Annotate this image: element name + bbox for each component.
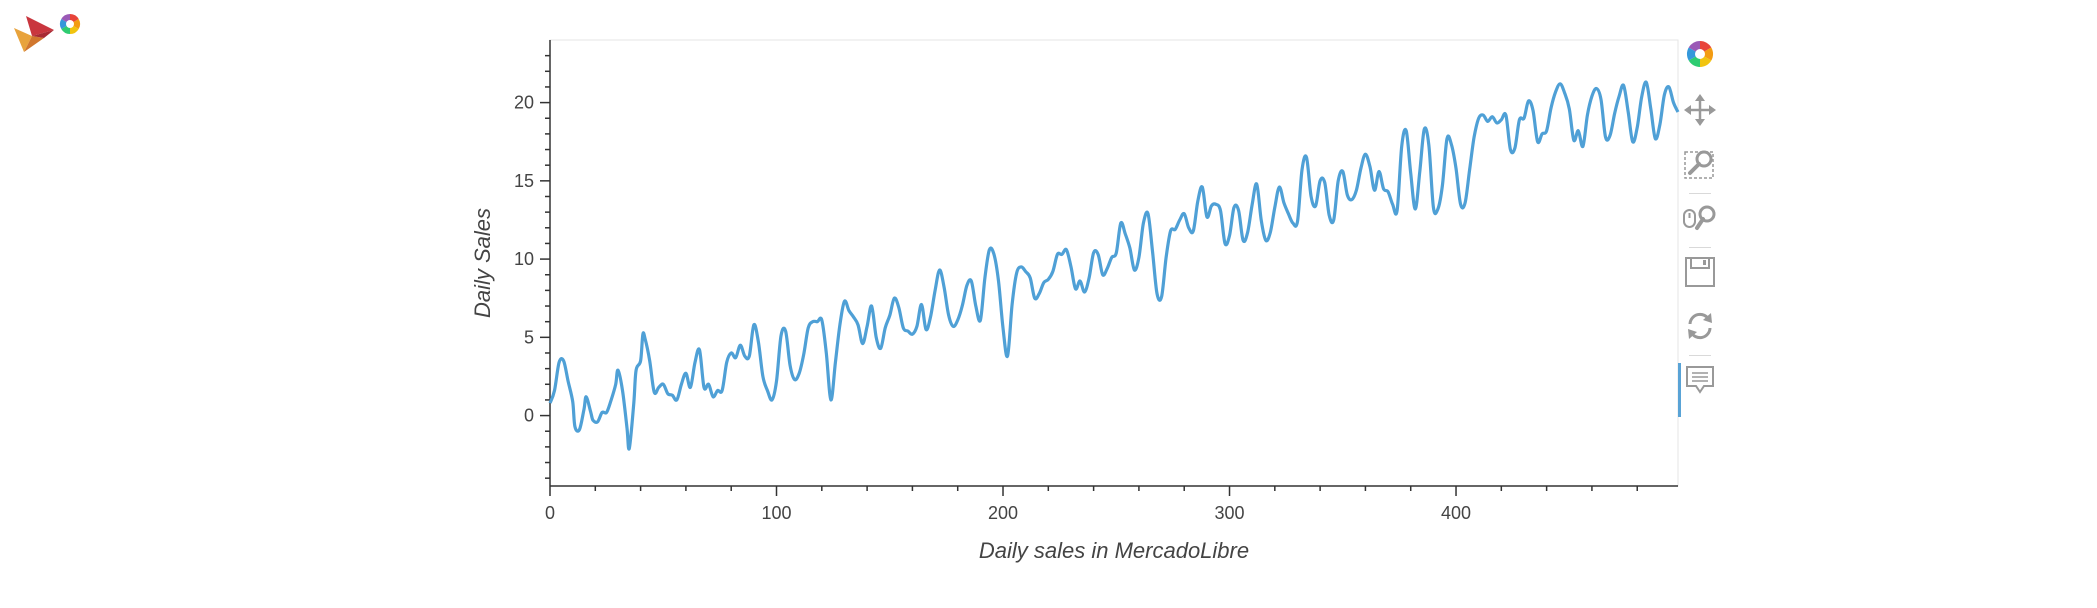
bokeh-logo-icon xyxy=(14,13,81,52)
wheel-zoom-tool-button[interactable] xyxy=(1682,200,1718,236)
wheel-zoom-tool-icon xyxy=(1683,205,1716,230)
x-tick-label: 400 xyxy=(1441,503,1471,523)
hover-tool-icon xyxy=(1686,366,1714,394)
x-axis: 0 100 200 300 400 xyxy=(545,485,1678,523)
series-group xyxy=(548,80,1680,451)
save-tool-button[interactable] xyxy=(1682,254,1718,290)
reset-tool-icon xyxy=(1688,312,1712,340)
x-tick-label: 100 xyxy=(761,503,791,523)
bokeh-logo-button[interactable] xyxy=(1682,36,1718,72)
toolbar-separator xyxy=(1689,193,1711,194)
y-tick-label: 0 xyxy=(524,406,534,426)
box-zoom-tool-button[interactable] xyxy=(1682,146,1718,182)
box-zoom-tool-icon xyxy=(1684,150,1714,179)
pan-tool-button[interactable] xyxy=(1682,92,1718,128)
hover-tool-button[interactable] xyxy=(1682,362,1718,398)
pan-tool-icon xyxy=(1684,94,1716,126)
x-tick-label: 300 xyxy=(1214,503,1244,523)
active-tool-indicator xyxy=(1678,363,1681,417)
bokeh-logo-icon xyxy=(1686,40,1714,68)
toolbar-separator xyxy=(1689,355,1711,356)
toolbar xyxy=(1678,36,1720,417)
y-tick-label: 5 xyxy=(524,327,534,347)
x-axis-label: Daily sales in MercadoLibre xyxy=(979,538,1249,563)
toolbar-separator xyxy=(1689,247,1711,248)
x-tick-label: 200 xyxy=(988,503,1018,523)
y-tick-label: 15 xyxy=(514,171,534,191)
x-tick-label: 0 xyxy=(545,503,555,523)
save-tool-icon xyxy=(1685,257,1715,287)
y-axis-label: Daily Sales xyxy=(470,208,495,318)
reset-tool-button[interactable] xyxy=(1682,308,1718,344)
y-axis: 0 5 10 15 20 xyxy=(514,40,551,486)
plot-area xyxy=(549,39,1679,487)
series-line xyxy=(548,80,1680,451)
y-tick-label: 20 xyxy=(514,93,534,113)
y-tick-label: 10 xyxy=(514,249,534,269)
